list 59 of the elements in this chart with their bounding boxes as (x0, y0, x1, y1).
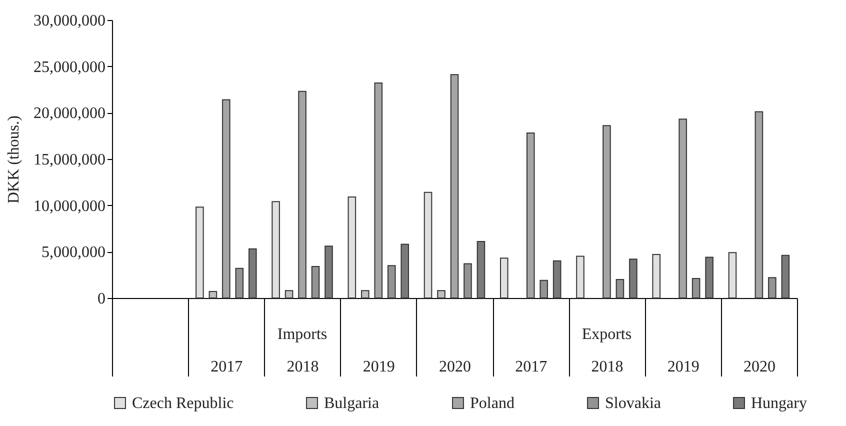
y-tick-label: 20,000,000 (34, 105, 106, 122)
bar (602, 125, 611, 298)
bar (576, 256, 584, 298)
bar (450, 74, 459, 298)
x-tick-label: 2020 (743, 358, 776, 376)
y-tick-label: 15,000,000 (34, 152, 106, 168)
bar (248, 248, 257, 298)
y-tick-label: 25,000,000 (34, 58, 106, 76)
bar (235, 268, 244, 298)
y-tick-label: 0 (98, 290, 106, 308)
bar (476, 240, 486, 298)
bar (424, 192, 432, 298)
bar (284, 290, 294, 298)
bar (208, 291, 218, 298)
legend-label: Bulgaria (324, 395, 380, 412)
legend-label: Czech Republic (132, 395, 234, 412)
bar (552, 260, 562, 298)
y-axis-title: DKK (thous.) (6, 116, 22, 204)
bar (754, 111, 764, 298)
y-tick-label: 10,000,000 (34, 198, 106, 215)
bar (500, 258, 508, 298)
bar (616, 278, 624, 298)
bar (768, 277, 776, 298)
x-tick-label: 2019 (667, 358, 700, 376)
bar (705, 256, 714, 298)
x-tick-label: 2018 (286, 358, 319, 376)
bar (196, 206, 204, 298)
x-tick-label: 2017 (210, 358, 243, 376)
x-tick-label: 2019 (362, 358, 395, 376)
legend-label: Hungary (751, 395, 807, 412)
bar (324, 246, 333, 298)
bar (387, 265, 396, 298)
bar (311, 266, 320, 298)
x-tick-label: 2017 (515, 358, 548, 376)
bar (374, 82, 383, 298)
bar (540, 280, 548, 298)
bar (400, 244, 409, 298)
y-tick-label: 30,000,000 (34, 12, 106, 30)
bar (652, 254, 660, 298)
text: Imports (277, 326, 328, 343)
bar (678, 118, 687, 298)
bar (222, 99, 230, 298)
bar (437, 290, 446, 298)
x-tick-label: 2018 (591, 358, 624, 376)
bar (348, 196, 356, 298)
bar (781, 254, 790, 298)
bar (361, 290, 370, 298)
bar (728, 252, 737, 298)
bar (464, 263, 472, 298)
bar (272, 201, 280, 298)
text: Exports (582, 326, 632, 343)
legend-label: Poland (470, 395, 514, 412)
bar (629, 258, 638, 298)
bar (298, 90, 306, 298)
legend-label: Slovakia (605, 395, 661, 412)
y-tick-label: 5,000,000 (42, 244, 106, 262)
bar (692, 278, 700, 298)
bar (526, 132, 535, 298)
x-tick-label: 2020 (439, 358, 471, 376)
